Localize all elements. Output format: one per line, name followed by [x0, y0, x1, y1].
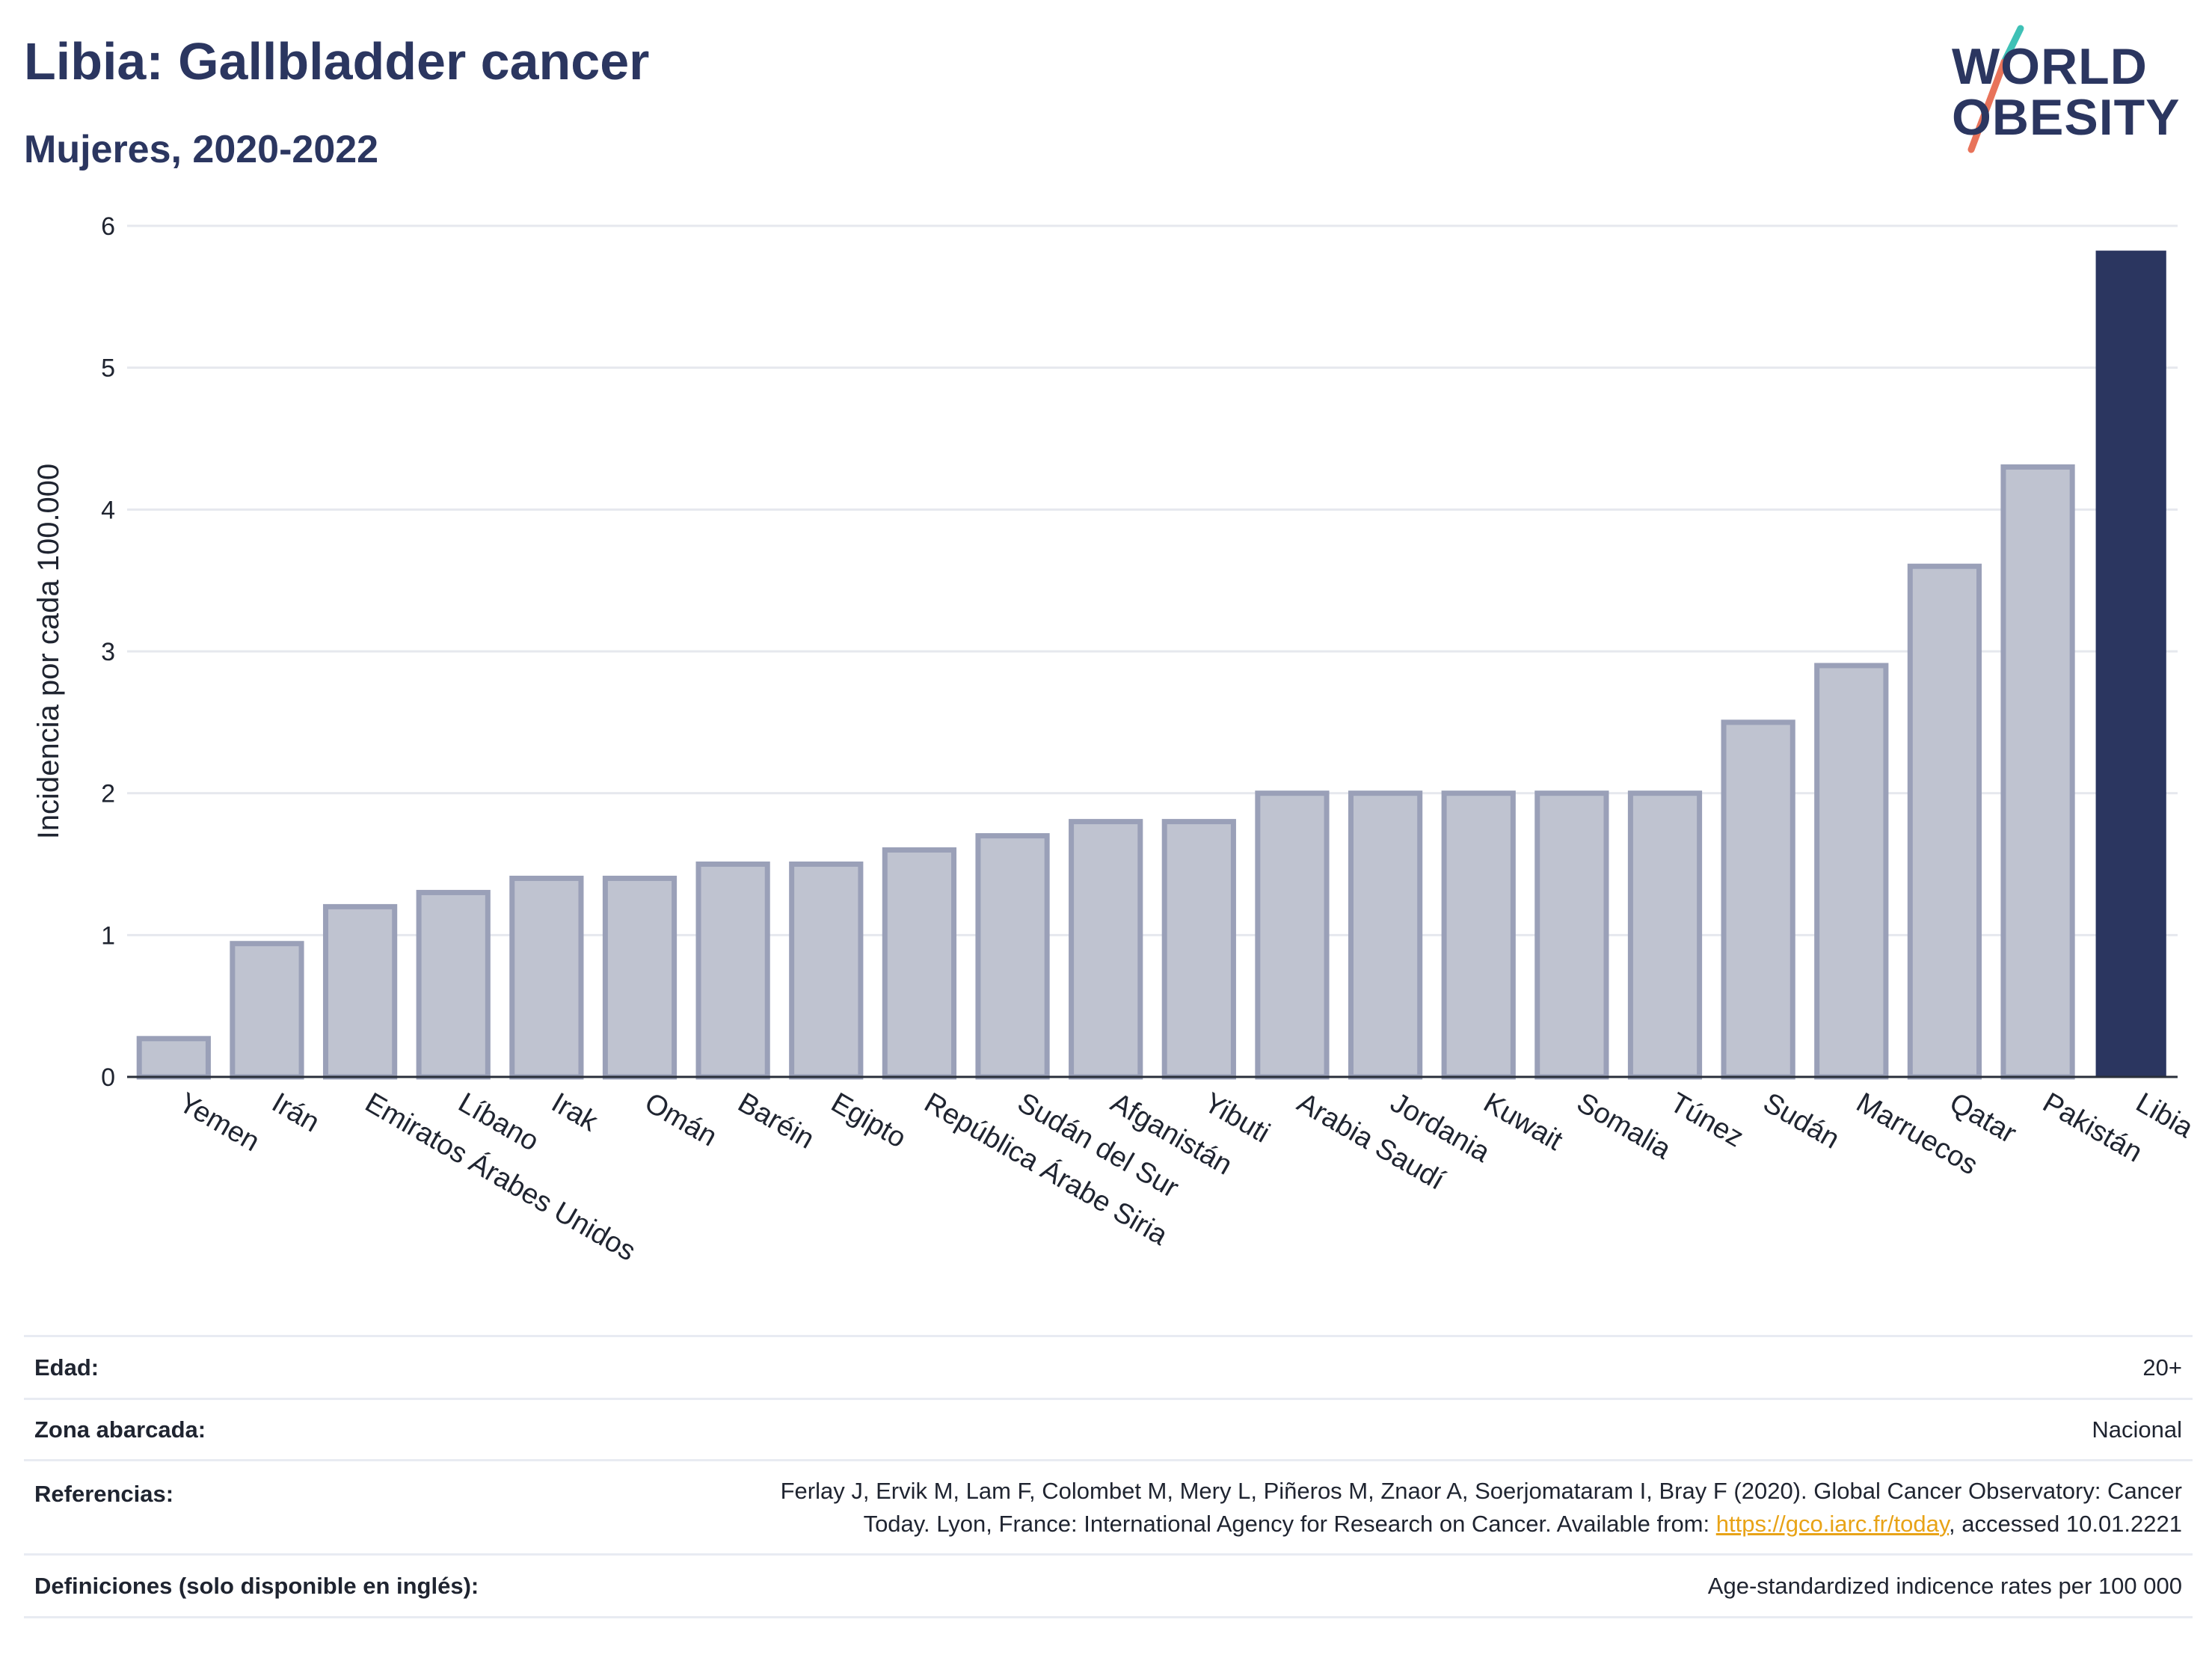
meta-key-age: Edad:: [24, 1335, 568, 1399]
x-tick-label: Túnez: [1665, 1087, 1748, 1153]
meta-key-zone: Zona abarcada:: [24, 1398, 568, 1461]
bar: [789, 862, 864, 1080]
y-tick-label: 0: [101, 1063, 115, 1092]
page-subtitle: Mujeres, 2020-2022: [24, 128, 379, 171]
meta-value-references: Ferlay J, Ervik M, Lam F, Colombet M, Me…: [568, 1459, 2193, 1555]
reference-link[interactable]: https://gco.iarc.fr/today: [1715, 1510, 1950, 1537]
meta-key-references: Referencias:: [24, 1459, 568, 1555]
bar: [1348, 790, 1423, 1080]
logo-slash: [1967, 25, 2024, 153]
x-tick-label: Baréin: [733, 1087, 820, 1155]
bar: [1627, 790, 1703, 1080]
y-tick-label: 4: [101, 496, 115, 524]
x-tick-label: Libia: [2130, 1087, 2199, 1144]
y-tick-label: 5: [101, 354, 115, 383]
x-tick-label: Sudán: [1758, 1087, 1845, 1155]
bar: [1907, 563, 1982, 1080]
y-tick-label: 3: [101, 638, 115, 666]
meta-key-definitions: Definiciones (solo disponible en inglés)…: [24, 1553, 568, 1618]
bar: [1069, 819, 1143, 1080]
bar: [416, 889, 491, 1080]
bar: [1534, 790, 1609, 1080]
bar: [230, 941, 304, 1080]
x-tick-label: Omán: [639, 1087, 722, 1152]
bar: [975, 833, 1050, 1080]
meta-value-definitions: Age-standardized indicence rates per 100…: [568, 1553, 2193, 1618]
bar: [2095, 251, 2166, 1078]
bar: [2000, 464, 2075, 1080]
bar: [1814, 663, 1889, 1080]
bar: [695, 862, 770, 1080]
logo-line1: WORLD: [1952, 38, 2148, 95]
x-tick-label: Egipto: [826, 1087, 911, 1154]
x-tick-label: Yemen: [173, 1087, 265, 1158]
bar: [1161, 819, 1236, 1080]
bar: [1441, 790, 1516, 1080]
page-title: Libia: Gallbladder cancer: [24, 32, 650, 90]
reference-line-2: Today. Lyon, France: International Agenc…: [579, 1508, 2182, 1541]
meta-row-definitions: Definiciones (solo disponible en inglés)…: [24, 1553, 2193, 1618]
reference-line-2-post: , accessed 10.01.2221: [1949, 1510, 2182, 1537]
world-obesity-logo: WORLD OBESITY: [1952, 21, 2199, 163]
logo-line2: OBESITY: [1952, 89, 2181, 146]
y-axis-label: Incidencia por cada 100.000: [32, 464, 65, 840]
meta-row-zone: Zona abarcada: Nacional: [24, 1398, 2193, 1461]
x-tick-label: Irak: [546, 1087, 603, 1138]
meta-row-age: Edad: 20+: [24, 1335, 2193, 1399]
meta-value-zone: Nacional: [568, 1398, 2193, 1461]
bar: [1255, 790, 1330, 1080]
x-tick-label: Pakistán: [2038, 1087, 2148, 1168]
x-tick-label: Irán: [266, 1087, 325, 1138]
y-tick-label: 6: [101, 212, 115, 241]
meta-value-age: 20+: [568, 1335, 2193, 1399]
y-tick-label: 1: [101, 921, 115, 950]
metadata-table: Edad: 20+ Zona abarcada: Nacional Refere…: [24, 1335, 2193, 1618]
bar: [602, 875, 678, 1080]
bar: [509, 875, 584, 1080]
reference-line-2-pre: Today. Lyon, France: International Agenc…: [863, 1510, 1716, 1537]
x-tick-label: Somalia: [1571, 1087, 1677, 1165]
reference-line-1: Ferlay J, Ervik M, Lam F, Colombet M, Me…: [780, 1477, 2182, 1504]
bar: [1721, 719, 1795, 1080]
bar: [136, 1036, 211, 1080]
bar: [322, 903, 398, 1080]
y-tick-label: 2: [101, 780, 115, 808]
bar: [882, 847, 957, 1080]
meta-row-references: Referencias: Ferlay J, Ervik M, Lam F, C…: [24, 1459, 2193, 1555]
